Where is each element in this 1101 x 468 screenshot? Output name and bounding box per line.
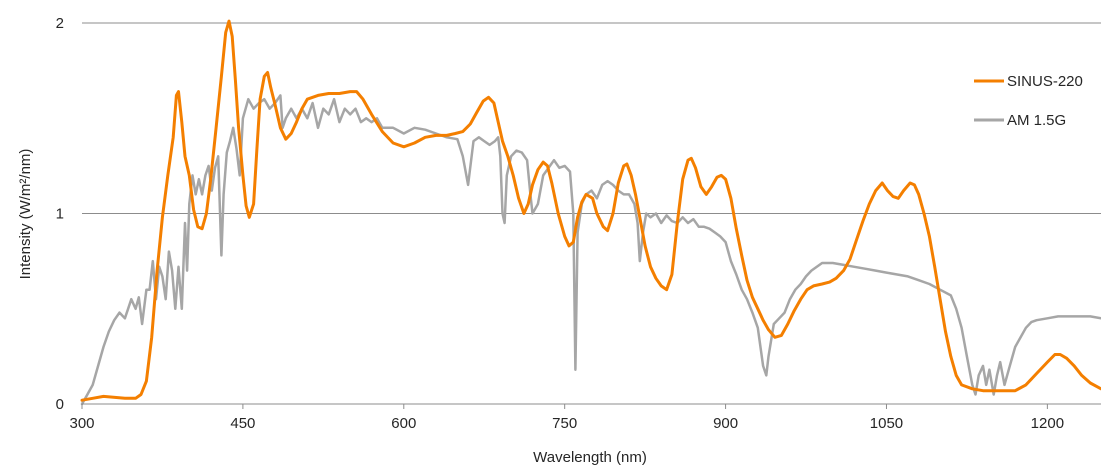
x-tick-label: 1200 — [1031, 415, 1064, 432]
series-line-sinus-220 — [80, 19, 1101, 402]
y-tick-label: 0 — [56, 396, 64, 413]
legend-label: SINUS-220 — [1007, 73, 1083, 90]
x-tick-labels: 300 450 600 750 900 1050 1200 — [69, 415, 1064, 432]
y-tick-labels: 0 1 2 — [56, 15, 64, 413]
series-line-am-1-5g — [80, 94, 1101, 406]
x-tick-label: 900 — [713, 415, 738, 432]
x-tick-label: 750 — [552, 415, 577, 432]
y-tick-label: 1 — [56, 206, 64, 223]
x-tick-label: 600 — [391, 415, 416, 432]
axes — [81, 403, 1101, 409]
y-tick-label: 2 — [56, 15, 64, 32]
legend-label: AM 1.5G — [1007, 112, 1066, 129]
legend-item: AM 1.5G — [974, 112, 1066, 129]
horizontal-gridlines — [82, 22, 1101, 214]
x-tick-label: 300 — [69, 415, 94, 432]
series-lines — [80, 19, 1101, 406]
legend-item: SINUS-220 — [974, 73, 1083, 90]
legend: SINUS-220 AM 1.5G — [974, 73, 1083, 129]
x-tick-label: 450 — [230, 415, 255, 432]
y-axis-title: Intensity (W/m²/nm) — [17, 149, 34, 280]
x-axis-title: Wavelength (nm) — [533, 449, 647, 466]
x-tick-label: 1050 — [870, 415, 903, 432]
